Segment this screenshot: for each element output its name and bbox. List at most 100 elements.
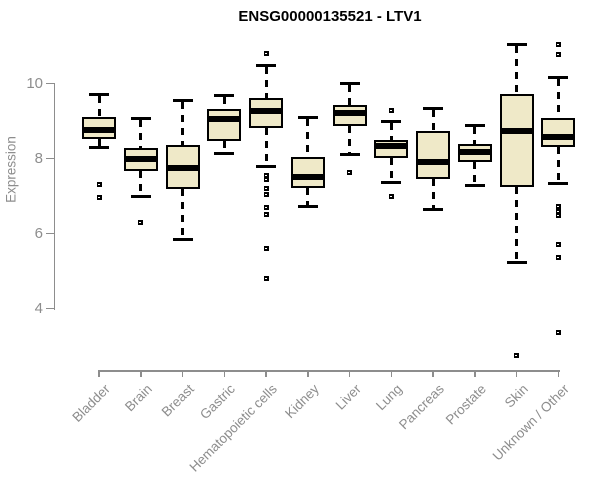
x-axis-tick [98, 370, 100, 377]
outlier-bladder [96, 182, 102, 188]
outlier-unknown-other [555, 208, 561, 214]
whisker-cap-lower-liver [339, 152, 360, 156]
outlier-lung [388, 107, 394, 113]
whisker-upper-skin [515, 45, 518, 94]
x-axis-tick [348, 370, 351, 377]
box-gastric [207, 108, 242, 141]
whisker-lower-lung [389, 158, 393, 181]
whisker-upper-bladder [97, 96, 101, 118]
median-kidney [290, 173, 325, 180]
whisker-cap-upper-unknown-other [548, 76, 569, 80]
outlier-unknown-other [555, 203, 561, 209]
y-axis-line [53, 82, 55, 310]
whisker-upper-lung [389, 123, 393, 141]
y-axis-tick [46, 157, 54, 160]
outlier-hematopoietic-cells [263, 186, 269, 191]
whisker-upper-pancreas [431, 109, 435, 131]
median-unknown-other [541, 133, 576, 140]
whisker-lower-bladder [97, 138, 101, 146]
y-axis-tick [46, 82, 54, 85]
x-axis-tick [223, 370, 225, 377]
outlier-skin [514, 352, 519, 358]
whisker-upper-kidney [306, 118, 310, 158]
whisker-upper-hematopoietic-cells [264, 67, 268, 98]
whisker-upper-gastric [222, 97, 226, 109]
whisker-cap-lower-kidney [297, 204, 318, 208]
y-axis-tick [46, 232, 54, 235]
whisker-cap-upper-lung [381, 120, 402, 124]
median-bladder [82, 127, 116, 133]
outlier-unknown-other [555, 330, 561, 336]
whisker-lower-prostate [473, 161, 477, 184]
whisker-lower-gastric [222, 140, 226, 152]
outlier-lung [388, 193, 394, 199]
outlier-unknown-other [555, 255, 561, 261]
y-tick-label: 6 [34, 225, 43, 242]
y-tick-label: 8 [34, 150, 43, 167]
x-axis-tick [181, 370, 184, 377]
whisker-cap-lower-prostate [464, 183, 485, 187]
whisker-cap-upper-hematopoietic-cells [256, 64, 276, 68]
outlier-hematopoietic-cells [263, 191, 269, 197]
median-prostate [457, 148, 492, 155]
outlier-hematopoietic-cells [263, 212, 269, 218]
chart-title: ENSG00000135521 - LTV1 [238, 8, 422, 25]
outlier-hematopoietic-cells [263, 246, 269, 251]
outlier-brain [138, 219, 144, 225]
whisker-lower-skin [515, 187, 518, 262]
outlier-hematopoietic-cells [263, 204, 269, 210]
whisker-cap-upper-breast [172, 98, 193, 102]
whisker-cap-upper-kidney [297, 115, 318, 119]
whisker-cap-upper-brain [130, 116, 151, 120]
x-axis-tick [432, 370, 434, 377]
whisker-lower-brain [139, 170, 143, 195]
outlier-hematopoietic-cells [263, 51, 269, 56]
whisker-lower-unknown-other [556, 147, 560, 183]
box-unknown-other [541, 118, 576, 148]
x-axis-line [97, 370, 560, 372]
x-axis-tick [515, 370, 518, 377]
y-axis-tick [46, 307, 54, 310]
outlier-bladder [96, 195, 102, 201]
median-breast [165, 164, 200, 171]
whisker-cap-upper-prostate [464, 124, 485, 128]
x-axis-tick [140, 370, 142, 377]
outlier-hematopoietic-cells [263, 176, 269, 182]
box-pancreas [416, 130, 450, 180]
whisker-cap-lower-hematopoietic-cells [256, 165, 276, 169]
whisker-cap-upper-liver [339, 82, 360, 85]
whisker-cap-upper-skin [506, 42, 527, 46]
x-axis-tick [265, 370, 267, 377]
whisker-cap-lower-bladder [89, 145, 109, 149]
whisker-cap-upper-bladder [89, 93, 109, 97]
whisker-upper-liver [348, 85, 351, 105]
outlier-liver [347, 169, 352, 175]
median-lung [374, 142, 409, 149]
x-axis-tick [557, 370, 559, 377]
x-axis-tick [474, 370, 476, 377]
whisker-upper-brain [139, 119, 143, 149]
x-axis-tick [390, 370, 392, 377]
whisker-lower-kidney [306, 188, 310, 205]
y-tick-label: 10 [26, 75, 43, 92]
outlier-hematopoietic-cells [263, 172, 269, 178]
whisker-cap-lower-brain [130, 194, 151, 198]
outlier-unknown-other [555, 213, 561, 218]
box-kidney [290, 157, 325, 189]
median-gastric [207, 116, 242, 123]
whisker-lower-hematopoietic-cells [264, 127, 268, 166]
whisker-cap-lower-skin [506, 261, 527, 265]
outlier-unknown-other [555, 51, 561, 57]
x-axis-tick [307, 370, 309, 377]
whisker-cap-upper-pancreas [423, 106, 443, 110]
whisker-cap-upper-gastric [214, 94, 235, 98]
outlier-unknown-other [555, 241, 561, 247]
whisker-cap-lower-pancreas [423, 208, 443, 212]
outlier-hematopoietic-cells [263, 276, 269, 281]
whisker-cap-lower-breast [172, 238, 193, 242]
median-skin [499, 128, 534, 135]
whisker-cap-lower-lung [381, 180, 402, 184]
box-skin [499, 94, 534, 188]
whisker-lower-breast [181, 188, 184, 239]
